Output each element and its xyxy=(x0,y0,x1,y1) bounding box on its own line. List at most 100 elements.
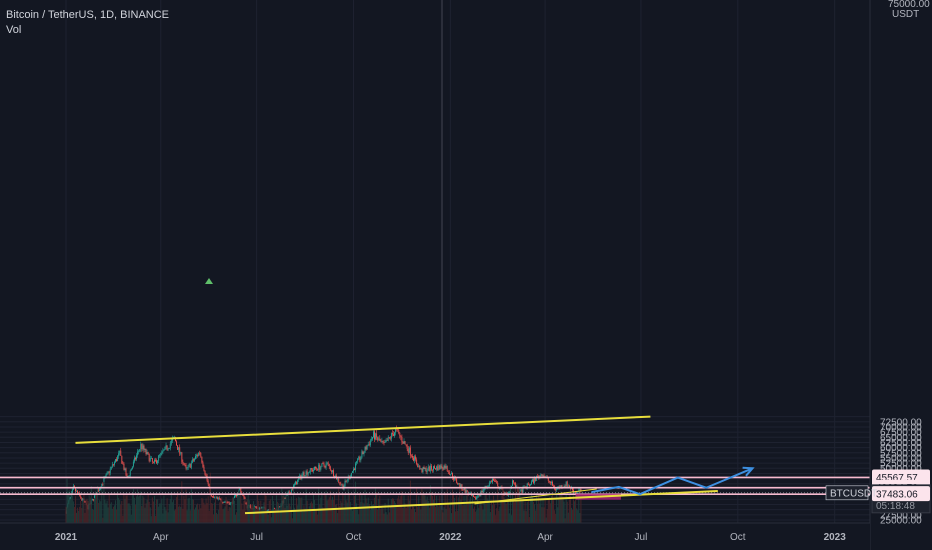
time-axis-tick: Apr xyxy=(537,532,553,543)
volume-bar xyxy=(247,492,249,523)
candle-body xyxy=(151,458,153,462)
candle-body xyxy=(466,490,468,493)
candle-body xyxy=(82,498,84,500)
volume-bar xyxy=(90,486,92,523)
volume-bar xyxy=(319,504,321,523)
candle-body xyxy=(305,471,307,476)
volume-bar xyxy=(284,507,286,523)
candle-body xyxy=(210,494,212,497)
candle-body xyxy=(379,438,381,441)
volume-bar xyxy=(84,512,86,523)
candle-body xyxy=(541,474,543,477)
candle-body xyxy=(197,455,199,457)
candle-body xyxy=(337,478,339,480)
volume-bar xyxy=(554,510,556,523)
volume-bar xyxy=(525,511,527,523)
volume-bar xyxy=(500,499,502,523)
volume-bar xyxy=(478,507,480,523)
candle-body xyxy=(139,449,141,452)
candle-body xyxy=(560,485,562,488)
candle-body xyxy=(577,492,579,494)
volume-bar xyxy=(364,489,366,523)
volume-bar xyxy=(468,500,470,523)
volume-bar xyxy=(184,499,186,523)
candle-body xyxy=(381,441,383,442)
volume-bar xyxy=(367,497,369,523)
volume-bar xyxy=(563,501,565,523)
volume-bar xyxy=(270,517,272,523)
volume-bar xyxy=(107,507,109,523)
volume-bar xyxy=(291,518,293,523)
volume-bar xyxy=(67,491,69,523)
candle-body xyxy=(135,457,136,460)
candle-body xyxy=(137,451,139,456)
candle-body xyxy=(423,467,425,470)
volume-bar xyxy=(486,498,488,523)
trendline[interactable] xyxy=(75,415,651,444)
volume-bar xyxy=(398,495,400,523)
trendline[interactable] xyxy=(474,488,597,505)
volume-bar xyxy=(446,489,448,523)
volume-bar xyxy=(533,501,534,523)
volume-bar xyxy=(241,503,243,523)
candle-body xyxy=(152,461,154,463)
volume-indicator-label[interactable]: Vol xyxy=(6,24,22,36)
candle-body xyxy=(414,456,415,461)
volume-bar xyxy=(132,488,134,523)
volume-bar xyxy=(448,507,450,523)
price-axis-currency: USDT xyxy=(892,9,919,20)
volume-bar xyxy=(580,497,582,523)
candle-body xyxy=(410,455,412,457)
candle-body xyxy=(108,471,110,474)
volume-bar xyxy=(317,514,319,523)
candle-body xyxy=(224,501,226,503)
volume-bar xyxy=(244,498,246,523)
candle-body xyxy=(555,488,557,490)
volume-bar xyxy=(461,492,463,523)
volume-bar xyxy=(425,500,427,523)
candle-body xyxy=(443,465,445,470)
candle-body xyxy=(288,491,290,493)
candle-body xyxy=(223,501,225,503)
volume-bar xyxy=(410,509,412,523)
volume-bar xyxy=(560,491,562,523)
volume-bar xyxy=(482,509,484,523)
candle-body xyxy=(76,491,77,492)
volume-bar xyxy=(329,490,331,523)
candle-body xyxy=(579,488,581,491)
volume-bar xyxy=(543,507,545,523)
volume-bar xyxy=(306,500,308,523)
volume-bar xyxy=(242,509,244,523)
candle-body xyxy=(395,428,397,433)
candle-body xyxy=(561,485,563,488)
candle-body xyxy=(157,460,159,464)
volume-bar xyxy=(400,496,402,523)
projection-path[interactable] xyxy=(591,467,753,496)
candle-body xyxy=(255,506,256,508)
volume-bar xyxy=(509,485,511,523)
volume-bar xyxy=(433,499,434,523)
candle-body xyxy=(437,466,439,471)
candle-body xyxy=(120,450,122,456)
volume-bar xyxy=(326,500,328,523)
volume-bar xyxy=(176,497,178,523)
volume-bar xyxy=(475,511,477,523)
volume-bar xyxy=(358,514,360,523)
volume-bar xyxy=(450,513,452,523)
volume-bar xyxy=(426,496,428,523)
time-axis[interactable] xyxy=(0,523,870,550)
candle-body xyxy=(325,463,327,468)
volume-bar xyxy=(73,506,75,523)
price-axis[interactable] xyxy=(870,0,932,550)
volume-bar xyxy=(86,498,88,523)
candle-body xyxy=(229,502,231,505)
volume-bar xyxy=(528,516,530,523)
volume-bar xyxy=(200,508,202,523)
volume-bar xyxy=(395,503,397,523)
volume-bar xyxy=(68,490,70,523)
candle-body xyxy=(527,483,529,485)
volume-bar xyxy=(526,502,528,523)
candle-body xyxy=(164,446,166,450)
